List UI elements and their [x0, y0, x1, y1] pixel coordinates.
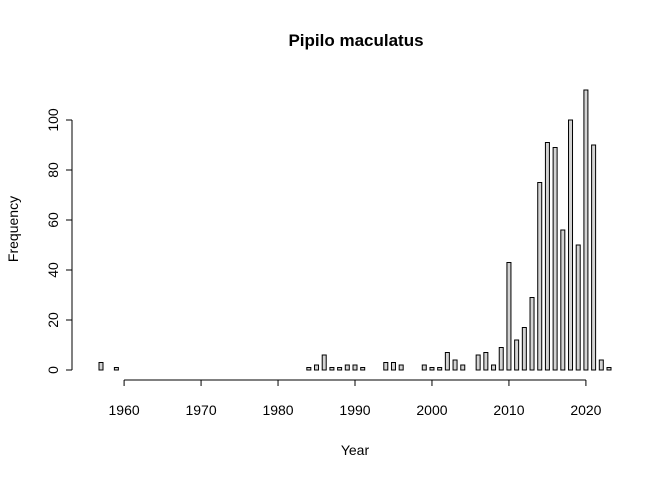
bars-group [98, 89, 612, 371]
bar-2007 [483, 352, 489, 371]
bar-2008 [491, 364, 497, 371]
bar-1995 [390, 362, 396, 371]
x-tick-label: 2000 [416, 402, 447, 418]
y-axis-label: Frequency [5, 196, 21, 262]
y-tick-label: 0 [45, 366, 61, 374]
x-tick-label: 1970 [185, 402, 216, 418]
bar-2018 [568, 119, 574, 371]
bar-2016 [552, 147, 558, 371]
bar-2022 [598, 359, 604, 371]
chart-title: Pipilo maculatus [288, 31, 423, 50]
bar-1985 [314, 364, 320, 371]
bar-1996 [398, 364, 404, 371]
bar-1990 [352, 364, 358, 371]
bar-1999 [421, 364, 427, 371]
bar-1994 [383, 362, 389, 371]
bar-2003 [452, 359, 458, 371]
bar-2019 [575, 244, 581, 371]
y-tick-label: 80 [45, 162, 61, 178]
bar-2015 [544, 142, 550, 371]
bar-2014 [537, 182, 543, 371]
bar-1987 [329, 367, 335, 371]
x-tick-label: 2010 [493, 402, 524, 418]
bar-1986 [321, 354, 327, 371]
bar-2009 [498, 347, 504, 371]
bar-1991 [360, 367, 366, 371]
bar-2017 [560, 229, 566, 371]
bar-2012 [521, 327, 527, 371]
bar-2023 [606, 367, 612, 371]
bar-2000 [429, 367, 435, 371]
bar-2020 [583, 89, 589, 371]
bar-1989 [344, 364, 350, 371]
x-tick-label: 2020 [570, 402, 601, 418]
bar-2021 [591, 144, 597, 371]
y-tick-label: 60 [45, 212, 61, 228]
x-axis-label: Year [341, 442, 370, 458]
y-axis-ticks: 0 20 40 60 80 100 [45, 108, 72, 374]
bar-2011 [514, 339, 520, 371]
bar-1984 [306, 367, 312, 371]
bar-2001 [437, 367, 443, 371]
x-tick-label: 1980 [262, 402, 293, 418]
bar-2004 [460, 364, 466, 371]
x-tick-label: 1960 [109, 402, 140, 418]
bar-1988 [337, 367, 343, 371]
y-tick-label: 100 [45, 108, 61, 132]
bar-2006 [475, 354, 481, 371]
bar-2013 [529, 297, 535, 371]
bar-1957 [98, 362, 104, 371]
y-tick-label: 40 [45, 262, 61, 278]
x-tick-label: 1990 [339, 402, 370, 418]
bar-1959 [113, 367, 119, 371]
bar-2010 [506, 262, 512, 371]
bar-2002 [444, 352, 450, 371]
y-tick-label: 20 [45, 312, 61, 328]
x-axis-ticks: 1960 1970 1980 1990 2000 2010 2020 [109, 380, 602, 418]
